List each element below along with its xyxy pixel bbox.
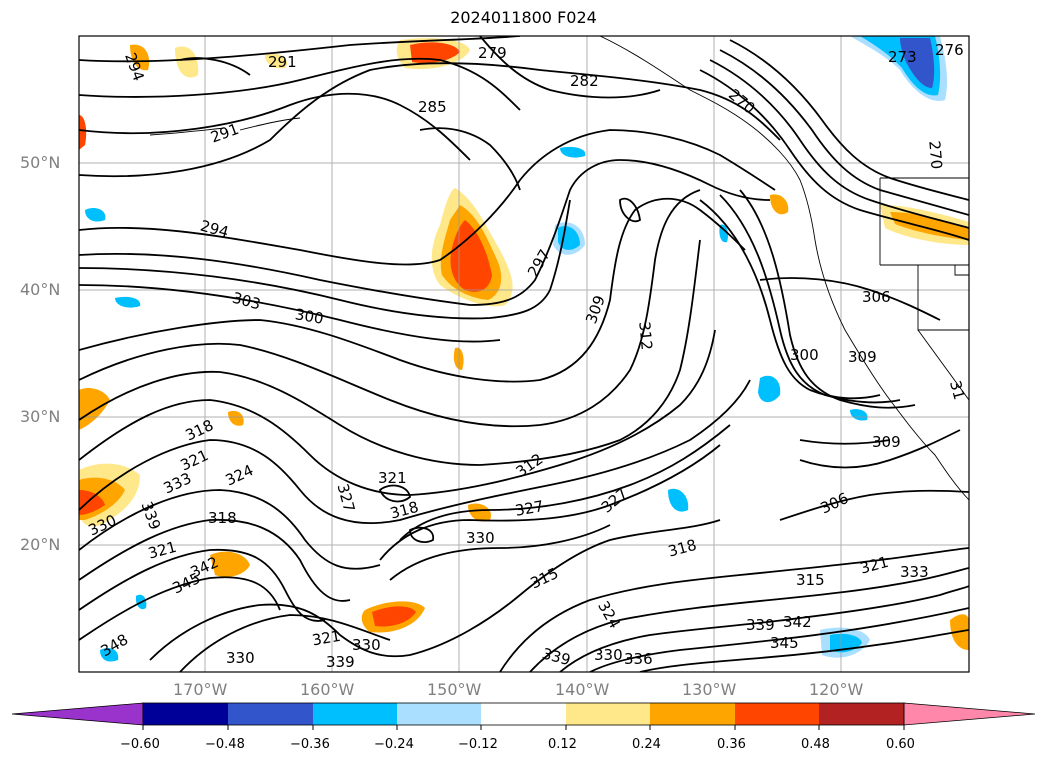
contour-label: 273 xyxy=(888,48,917,66)
contour-label: 276 xyxy=(935,41,964,59)
shaded-anomalies xyxy=(79,36,969,662)
contour-label: 312 xyxy=(635,321,655,351)
contour-label: 282 xyxy=(570,72,599,90)
contour-label: 270 xyxy=(725,85,759,117)
contour-label: 339 xyxy=(326,653,355,671)
colorbar-tick-label: 0.36 xyxy=(717,737,746,752)
contour-label: 318 xyxy=(666,536,698,561)
colorbar-tick-label: −0.48 xyxy=(205,737,245,752)
colorbar-swatch xyxy=(397,703,481,725)
contour-label: 300 xyxy=(790,346,819,364)
contour-label: 330 xyxy=(226,649,255,667)
coastlines xyxy=(149,36,969,501)
contour-label: 270 xyxy=(925,140,945,170)
contour-label: 330 xyxy=(466,529,495,547)
colorbar xyxy=(11,702,1036,730)
contour-label: 309 xyxy=(582,293,609,326)
contour-label: 339 xyxy=(540,644,572,669)
contour-lines xyxy=(79,36,969,672)
contour-label: 339 xyxy=(138,499,165,532)
contour-label: 318 xyxy=(208,509,237,527)
contour-label: 285 xyxy=(418,98,447,116)
contour-label: 336 xyxy=(624,650,653,668)
contour-label: 291 xyxy=(208,120,241,147)
map-title: 2024011800 F024 xyxy=(450,8,597,27)
contour-label: 279 xyxy=(478,44,507,62)
lon-label: 160°W xyxy=(300,680,355,699)
colorbar-tick-label: −0.24 xyxy=(374,737,414,752)
contour-label: 306 xyxy=(818,489,852,517)
lon-label: 170°W xyxy=(173,680,228,699)
contour-label: 339 xyxy=(746,616,775,634)
contour-label: 327 xyxy=(514,497,545,520)
colorbar-swatch xyxy=(228,703,313,725)
contour-label: 294 xyxy=(198,217,230,242)
lon-label: 140°W xyxy=(555,680,610,699)
colorbar-tick-label: −0.36 xyxy=(290,737,330,752)
lat-label: 20°N xyxy=(20,535,61,554)
graticule xyxy=(79,36,969,672)
colorbar-tick-label: −0.12 xyxy=(458,737,498,752)
contour-label: 342 xyxy=(783,613,812,631)
plot-frame xyxy=(78,35,970,673)
contour-label: 306 xyxy=(862,288,891,306)
contour-label: 333 xyxy=(900,563,929,581)
lon-label: 150°W xyxy=(427,680,482,699)
contour-label: 303 xyxy=(230,289,262,314)
colorbar-tick-label: 0.12 xyxy=(548,737,577,752)
contour-label: 300 xyxy=(294,305,325,328)
contour-label: 327 xyxy=(598,484,632,516)
contour-label: 330 xyxy=(352,636,381,654)
contour-label: 315 xyxy=(796,571,825,589)
lon-label: 130°W xyxy=(682,680,737,699)
colorbar-extend-high xyxy=(903,702,1036,726)
lat-label: 50°N xyxy=(20,153,61,172)
contour-label: 309 xyxy=(872,433,901,451)
colorbar-tick-label: −0.60 xyxy=(120,737,160,752)
colorbar-swatch xyxy=(819,703,904,725)
colorbar-swatch xyxy=(650,703,735,725)
colorbar-swatch xyxy=(566,703,650,725)
contour-label: 345 xyxy=(770,634,799,652)
colorbar-tick-label: 0.48 xyxy=(801,737,830,752)
contour-label: 31 xyxy=(946,379,968,402)
lon-label: 120°W xyxy=(809,680,864,699)
lat-label: 30°N xyxy=(20,407,61,426)
contour-label: 297 xyxy=(524,246,554,280)
contour-label: 327 xyxy=(334,482,359,514)
colorbar-tick-label: 0.24 xyxy=(632,737,661,752)
colorbar-tick-label: 0.60 xyxy=(886,737,915,752)
contour-label: 321 xyxy=(378,469,407,487)
contour-label: 309 xyxy=(848,348,877,366)
contour-label: 324 xyxy=(223,461,257,489)
colorbar-swatch xyxy=(481,703,566,725)
contour-label: 330 xyxy=(594,646,623,664)
contour-label: 321 xyxy=(858,553,890,578)
colorbar-swatch xyxy=(313,703,397,725)
contour-label: 291 xyxy=(268,53,297,71)
colorbar-swatch xyxy=(735,703,819,725)
colorbar-extend-low xyxy=(11,702,144,726)
colorbar-swatch xyxy=(143,703,228,725)
contour-label: 321 xyxy=(311,627,342,650)
lat-label: 40°N xyxy=(20,280,61,299)
